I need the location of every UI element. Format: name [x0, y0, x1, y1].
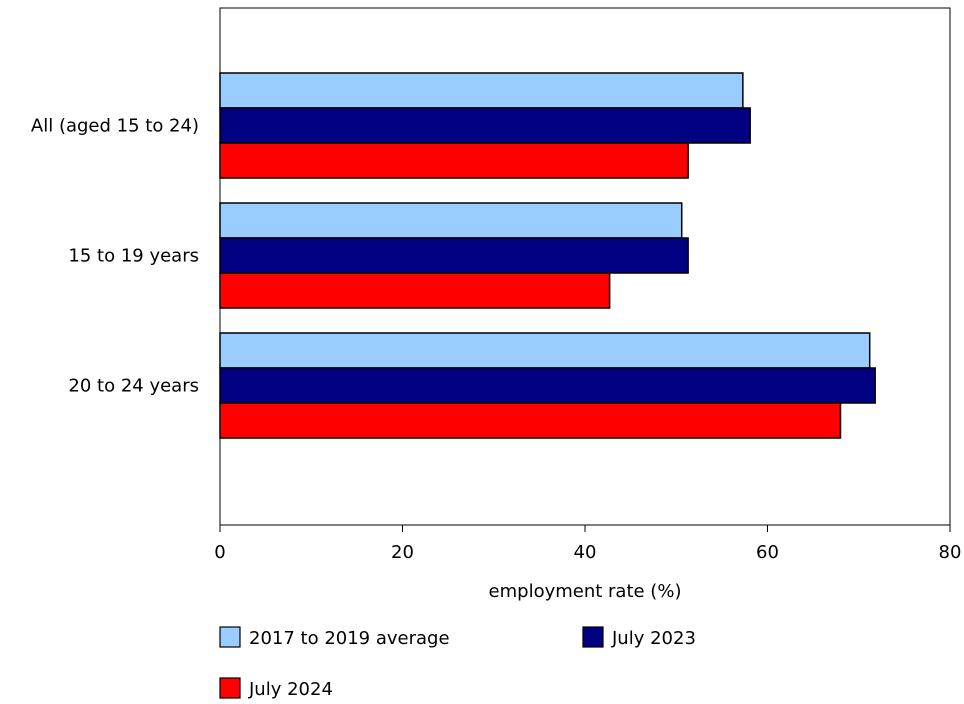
bars-group — [219, 72, 876, 439]
bar-all-aged-15-to-24-2017-to-2019-average — [219, 72, 744, 109]
x-tick-label: 60 — [756, 542, 779, 563]
bar-all-aged-15-to-24-july-2023 — [219, 107, 751, 144]
bar-15-to-19-years-2017-to-2019-average — [219, 202, 683, 239]
legend-swatch-july-2023 — [582, 626, 604, 648]
x-tick-label: 0 — [214, 542, 225, 563]
x-axis-title: employment rate (%) — [489, 581, 682, 602]
bar-20-to-24-years-july-2024 — [219, 402, 842, 439]
bar-20-to-24-years-2017-to-2019-average — [219, 332, 871, 369]
legend: 2017 to 2019 average July 2023 July 2024 — [219, 626, 696, 700]
bar-all-aged-15-to-24-july-2024 — [219, 142, 689, 179]
legend-label-july-2024: July 2024 — [248, 679, 333, 700]
category-label-all-aged-15-to-24: All (aged 15 to 24) — [31, 116, 199, 137]
x-tick-label: 40 — [574, 542, 597, 563]
bar-20-to-24-years-july-2023 — [219, 367, 876, 404]
category-label-20-to-24-years: 20 to 24 years — [68, 376, 199, 397]
bar-15-to-19-years-july-2023 — [219, 237, 689, 274]
legend-swatch-july-2024 — [219, 677, 241, 699]
legend-label-july-2023: July 2023 — [611, 628, 696, 649]
x-tick-label: 20 — [391, 542, 414, 563]
category-label-15-to-19-years: 15 to 19 years — [68, 246, 199, 267]
legend-label-2017-to-2019-average: 2017 to 2019 average — [249, 628, 450, 649]
bar-15-to-19-years-july-2024 — [219, 272, 611, 309]
legend-swatch-2017-to-2019-average — [219, 626, 241, 648]
x-tick-label: 80 — [939, 542, 962, 563]
x-axis: 0 20 40 60 80 — [214, 525, 961, 563]
category-labels: All (aged 15 to 24) 15 to 19 years 20 to 2… — [31, 116, 199, 397]
